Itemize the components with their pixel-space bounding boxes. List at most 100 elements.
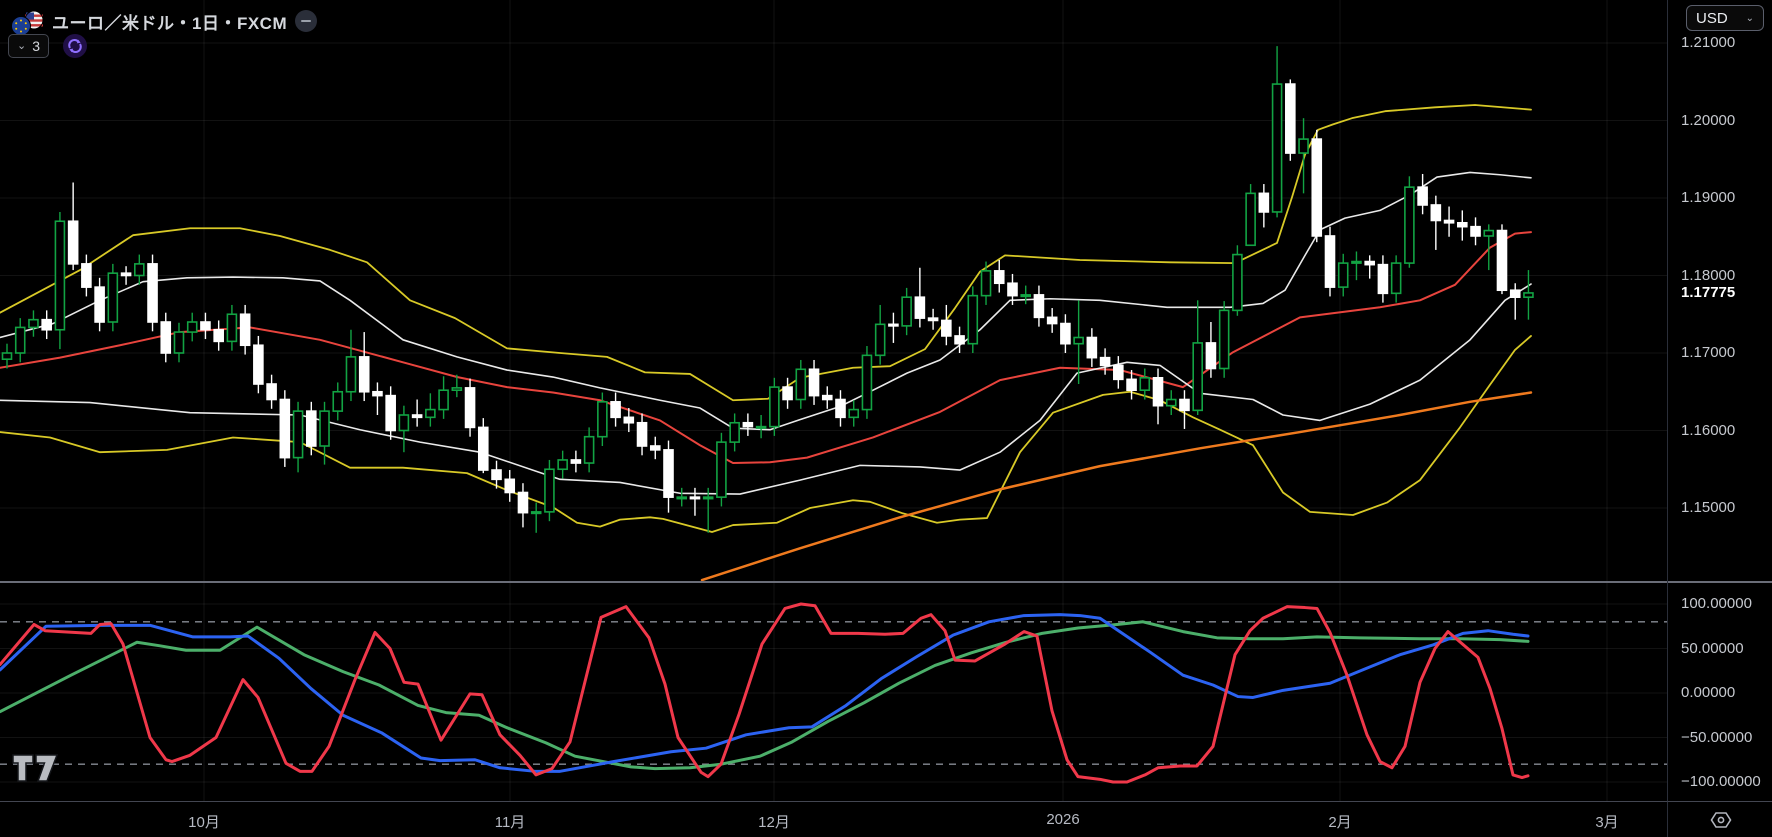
candle-body (1007, 282, 1018, 297)
candle-body (583, 435, 595, 464)
price-axis[interactable]: 1.21000 1.20000 1.19000 1.18000 1.17000 1.160… (1667, 0, 1772, 801)
candle-body (993, 270, 1005, 285)
candle-body (1364, 260, 1375, 266)
time-axis-label: 3月 (1595, 814, 1619, 831)
candle-body (1430, 204, 1442, 222)
candle-body (729, 421, 740, 443)
price-axis-label: 1.21000 (1681, 34, 1736, 51)
candle-body (1152, 376, 1164, 407)
candle-body (332, 390, 344, 412)
candle-body (861, 354, 873, 411)
time-axis-label: 2026 (1046, 811, 1080, 828)
osc-slow-blue (0, 613, 1530, 773)
indicator-legend-row: ⌄ 3 (8, 34, 88, 58)
candle-body (398, 414, 410, 432)
candle-body (676, 496, 688, 500)
candle-body (927, 317, 939, 322)
candle-body (1258, 192, 1270, 213)
candle-body (253, 344, 264, 385)
time-axis-label: 2月 (1328, 814, 1352, 831)
oscillator-axis-label: 0.00000 (1681, 684, 1736, 701)
price-axis-label: 1.20000 (1681, 111, 1736, 129)
currency-dropdown[interactable]: USD ⌄ (1686, 5, 1764, 31)
candle-body (1192, 342, 1203, 412)
candle-body (477, 426, 489, 471)
candle-body (1113, 364, 1124, 381)
candle-body (464, 387, 476, 429)
osc-slow-green (0, 620, 1530, 771)
candle-body (239, 313, 251, 347)
candle-body (160, 321, 172, 354)
inner-band-upper-line (0, 171, 1532, 431)
candle-body (1271, 83, 1283, 213)
candle-body (28, 318, 39, 329)
candle-body (835, 398, 846, 419)
candle-body (742, 421, 754, 428)
price-axis-label: 1.17000 (1681, 344, 1736, 361)
candle-body (504, 478, 516, 494)
candle-body (557, 459, 568, 471)
sync-indicators-button[interactable] (63, 34, 88, 58)
candle-body (81, 263, 92, 288)
candle-body (769, 386, 780, 428)
candle-body (623, 416, 635, 424)
candle-body (14, 326, 26, 354)
tradingview-logo-icon[interactable] (12, 750, 64, 789)
candle-body (821, 394, 833, 401)
candle-body (1483, 229, 1495, 237)
candle-body (1232, 253, 1243, 312)
candle-body (610, 401, 621, 419)
oscillator-axis-label: 100.00000 (1681, 595, 1752, 612)
candle-body (1337, 262, 1349, 288)
candle-body (266, 383, 277, 401)
candle-body (319, 410, 330, 447)
candle-body (438, 389, 449, 411)
oscillator-axis-label: 50.00000 (1681, 639, 1744, 657)
candle-body (1509, 289, 1521, 299)
candle-body (517, 491, 529, 514)
candle-body (94, 286, 105, 323)
candle-body (1205, 342, 1217, 370)
inner-band-lower-line (0, 283, 1532, 495)
indicator-collapse-chip[interactable]: ⌄ 3 (8, 34, 50, 58)
candle-body (226, 313, 238, 343)
candle-body (107, 272, 119, 323)
axis-settings-button[interactable] (1667, 801, 1772, 837)
candle-body (954, 335, 965, 345)
hide-legend-button[interactable] (295, 10, 318, 32)
candle-body (173, 331, 185, 354)
symbol-title[interactable]: ユーロ／米ドル・1日・FXCM (52, 13, 288, 33)
candle-body (530, 511, 542, 515)
candle-body (491, 469, 502, 481)
candle-body (874, 323, 886, 357)
candle-body (941, 319, 952, 337)
osc-fast-red (0, 602, 1530, 784)
candle-body (980, 270, 992, 297)
candle-body (649, 445, 661, 451)
long-ma-line (700, 391, 1533, 582)
candle-body (1298, 138, 1309, 154)
candle-body (1099, 356, 1111, 367)
candle-body (279, 398, 291, 459)
candle-body (1443, 219, 1455, 224)
indicator-count: 3 (32, 38, 41, 54)
candle-body (755, 425, 767, 429)
candle-body (54, 220, 66, 331)
price-axis-label: 1.19000 (1681, 189, 1736, 206)
candle-body (134, 263, 145, 277)
price-axis-label: 1.16000 (1681, 421, 1736, 439)
candle-body (1390, 262, 1402, 295)
candle-body (1033, 294, 1045, 319)
candle-body (716, 441, 727, 498)
candle-body (120, 272, 132, 277)
candle-body (914, 296, 926, 319)
candle-body (411, 414, 423, 419)
time-axis[interactable]: 10月 11月 12月 2026 2月 3月 (0, 801, 1772, 837)
candle-body (41, 318, 52, 331)
candle-body (1377, 263, 1389, 295)
candle-body (1285, 83, 1296, 154)
candle-body (663, 449, 674, 498)
candle-body (1060, 322, 1071, 345)
